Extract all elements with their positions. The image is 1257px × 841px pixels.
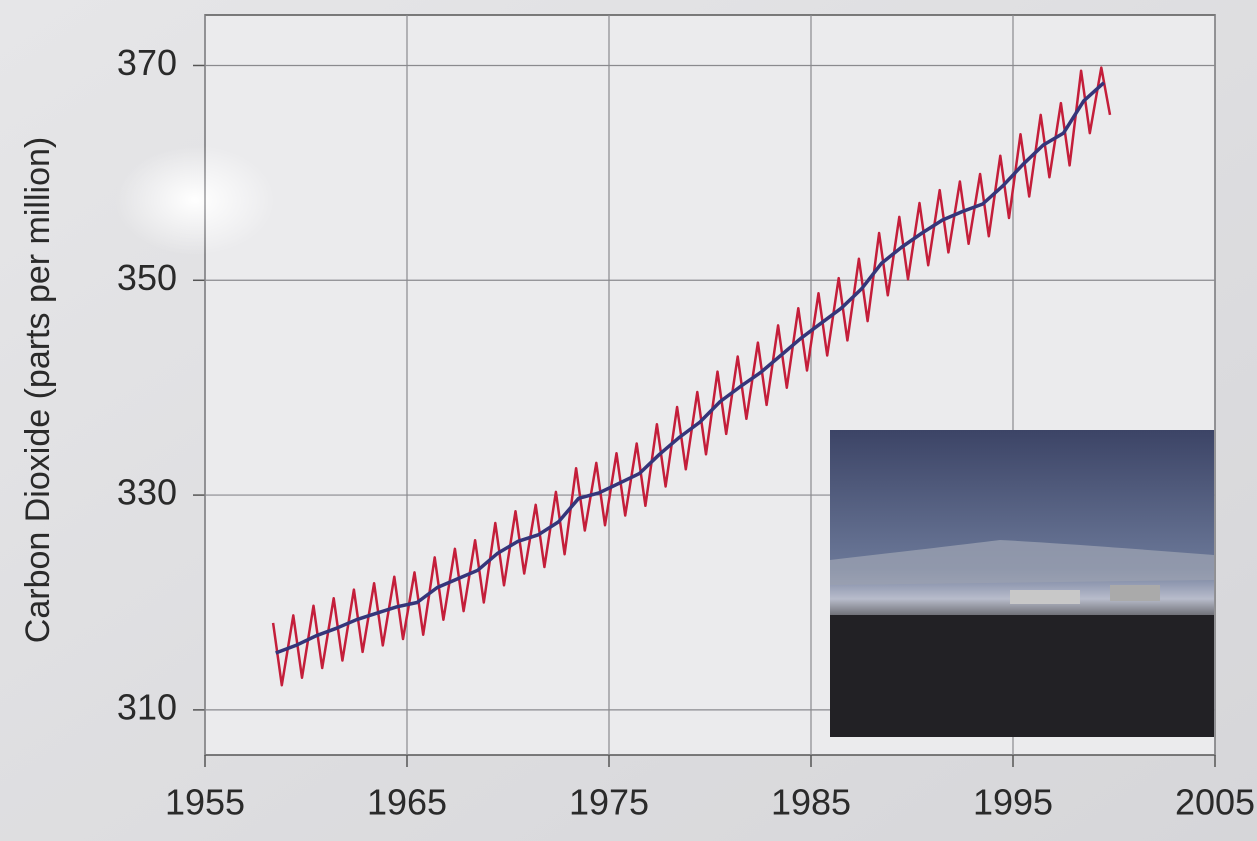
glare bbox=[115, 145, 275, 255]
x-tick-label: 1995 bbox=[973, 782, 1053, 823]
y-tick-label: 310 bbox=[117, 686, 177, 727]
y-tick-label: 370 bbox=[117, 42, 177, 83]
y-axis-label: Carbon Dioxide (parts per million) bbox=[19, 137, 57, 643]
page: Carbon Dioxide (parts per million) 310 33… bbox=[0, 0, 1257, 841]
inset-photo bbox=[830, 430, 1214, 737]
y-tick-label: 330 bbox=[117, 472, 177, 513]
photo-building bbox=[1010, 590, 1080, 604]
photo-ground bbox=[830, 615, 1214, 737]
x-tick-label: 1965 bbox=[367, 782, 447, 823]
photo-building bbox=[1110, 585, 1160, 601]
x-tick-label: 1975 bbox=[569, 782, 649, 823]
x-tick-label: 1955 bbox=[165, 782, 245, 823]
chart: Carbon Dioxide (parts per million) 310 33… bbox=[0, 0, 1257, 841]
y-tick-label: 350 bbox=[117, 257, 177, 298]
x-tick-label: 1985 bbox=[771, 782, 851, 823]
x-tick-label: 2005 bbox=[1175, 782, 1255, 823]
